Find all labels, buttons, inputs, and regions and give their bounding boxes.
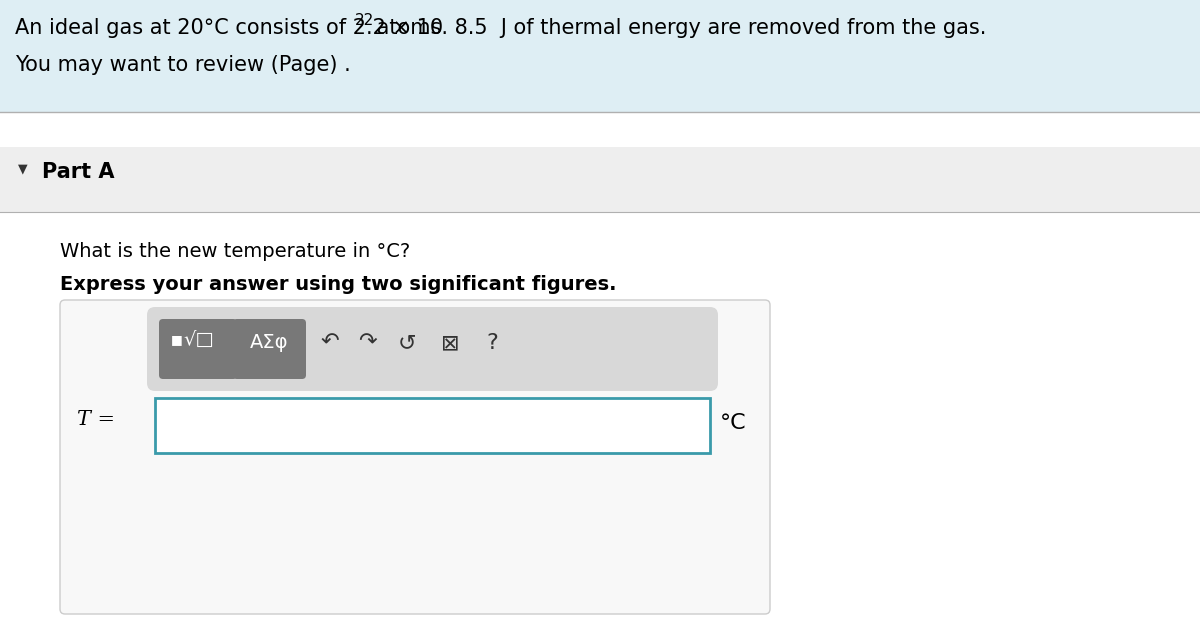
Text: 22: 22 — [355, 13, 374, 28]
Text: You may want to review (Page) .: You may want to review (Page) . — [14, 55, 350, 75]
FancyBboxPatch shape — [0, 0, 1200, 112]
Text: atoms. 8.5  J of thermal energy are removed from the gas.: atoms. 8.5 J of thermal energy are remov… — [371, 18, 986, 38]
FancyBboxPatch shape — [155, 398, 710, 453]
Text: ?: ? — [486, 333, 498, 353]
Text: Express your answer using two significant figures.: Express your answer using two significan… — [60, 275, 617, 294]
FancyBboxPatch shape — [0, 212, 1200, 619]
FancyBboxPatch shape — [233, 319, 306, 379]
Text: ▼: ▼ — [18, 162, 28, 175]
Text: ⊠: ⊠ — [440, 333, 460, 353]
Text: ↷: ↷ — [358, 333, 377, 353]
Text: °C: °C — [720, 413, 746, 433]
Text: ■: ■ — [172, 333, 182, 346]
Text: √□: √□ — [182, 330, 214, 349]
Text: ↶: ↶ — [320, 333, 340, 353]
Text: An ideal gas at 20°C consists of 2.2 × 10: An ideal gas at 20°C consists of 2.2 × 1… — [14, 18, 443, 38]
FancyBboxPatch shape — [158, 319, 238, 379]
Text: T =: T = — [77, 410, 115, 429]
FancyBboxPatch shape — [60, 300, 770, 614]
Text: AΣφ: AΣφ — [250, 333, 288, 352]
FancyBboxPatch shape — [0, 147, 1200, 212]
Text: ↺: ↺ — [397, 333, 416, 353]
Text: What is the new temperature in °C?: What is the new temperature in °C? — [60, 242, 410, 261]
Text: Part A: Part A — [42, 162, 114, 182]
FancyBboxPatch shape — [148, 307, 718, 391]
